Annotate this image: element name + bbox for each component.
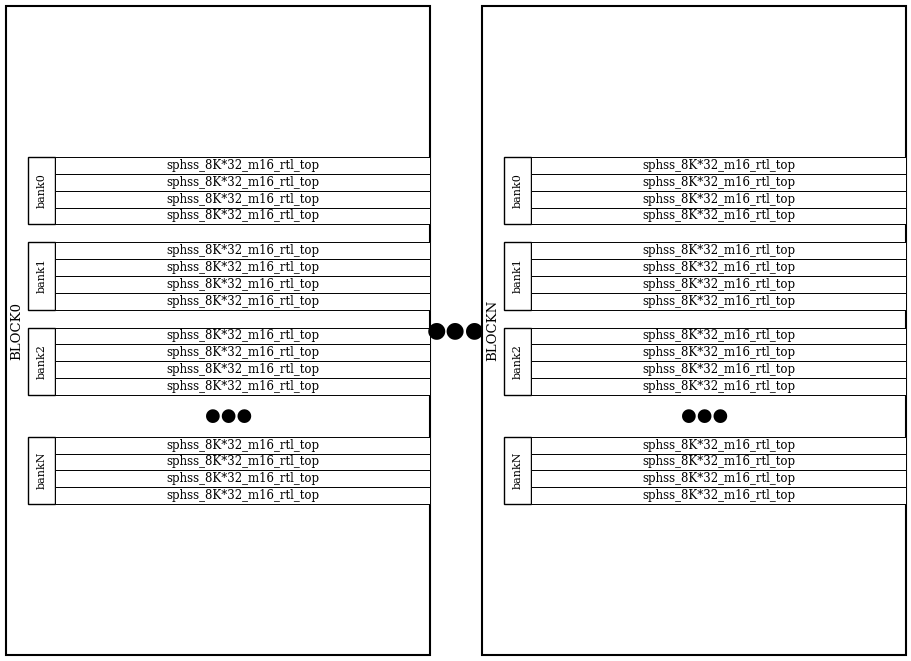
Bar [530,191,905,208]
Bar [55,344,429,361]
Text: sphss_8K*32_m16_rtl_top: sphss_8K*32_m16_rtl_top [641,489,794,502]
Text: sphss_8K*32_m16_rtl_top: sphss_8K*32_m16_rtl_top [641,472,794,485]
Text: sphss_8K*32_m16_rtl_top: sphss_8K*32_m16_rtl_top [166,329,319,342]
Text: sphss_8K*32_m16_rtl_top: sphss_8K*32_m16_rtl_top [641,455,794,469]
Bar [55,276,429,293]
Text: sphss_8K*32_m16_rtl_top: sphss_8K*32_m16_rtl_top [641,295,794,307]
Bar [55,378,429,395]
Text: sphss_8K*32_m16_rtl_top: sphss_8K*32_m16_rtl_top [166,176,319,189]
Text: sphss_8K*32_m16_rtl_top: sphss_8K*32_m16_rtl_top [641,210,794,222]
Text: bank0: bank0 [36,173,46,208]
Bar [530,344,905,361]
Text: sphss_8K*32_m16_rtl_top: sphss_8K*32_m16_rtl_top [641,380,794,393]
Bar [530,174,905,191]
Text: sphss_8K*32_m16_rtl_top: sphss_8K*32_m16_rtl_top [641,261,794,274]
Bar [530,378,905,395]
Text: sphss_8K*32_m16_rtl_top: sphss_8K*32_m16_rtl_top [641,439,794,451]
Bar [55,487,429,504]
Text: sphss_8K*32_m16_rtl_top: sphss_8K*32_m16_rtl_top [166,380,319,393]
Bar [28,243,55,309]
Bar [504,327,530,395]
Text: bankN: bankN [36,451,46,489]
Text: bank1: bank1 [512,258,522,293]
Text: ●●●: ●●● [205,407,252,425]
Text: bank2: bank2 [512,344,522,379]
Bar [530,243,905,259]
Bar [530,470,905,487]
Bar [530,487,905,504]
Bar [28,437,55,504]
Text: sphss_8K*32_m16_rtl_top: sphss_8K*32_m16_rtl_top [641,192,794,206]
Text: sphss_8K*32_m16_rtl_top: sphss_8K*32_m16_rtl_top [166,244,319,257]
Bar [482,6,905,655]
Bar [55,470,429,487]
Bar [55,293,429,309]
Bar [55,157,429,174]
Text: BLOCK0: BLOCK0 [11,301,24,360]
Text: sphss_8K*32_m16_rtl_top: sphss_8K*32_m16_rtl_top [166,192,319,206]
Bar [504,437,530,504]
Bar [55,208,429,224]
Bar [504,243,530,309]
Bar [530,437,905,453]
Text: sphss_8K*32_m16_rtl_top: sphss_8K*32_m16_rtl_top [641,363,794,376]
Text: sphss_8K*32_m16_rtl_top: sphss_8K*32_m16_rtl_top [166,439,319,451]
Bar [530,293,905,309]
Bar [530,259,905,276]
Bar [530,327,905,344]
Bar [55,327,429,344]
Bar [504,157,530,224]
Bar [55,437,429,453]
Text: sphss_8K*32_m16_rtl_top: sphss_8K*32_m16_rtl_top [641,159,794,172]
Text: sphss_8K*32_m16_rtl_top: sphss_8K*32_m16_rtl_top [166,295,319,307]
Bar [530,453,905,470]
Bar [530,157,905,174]
Bar [530,361,905,378]
Text: ●●●: ●●● [426,319,485,342]
Text: sphss_8K*32_m16_rtl_top: sphss_8K*32_m16_rtl_top [166,261,319,274]
Bar [55,259,429,276]
Bar [55,191,429,208]
Text: sphss_8K*32_m16_rtl_top: sphss_8K*32_m16_rtl_top [641,176,794,189]
Bar [530,276,905,293]
Bar [28,327,55,395]
Text: sphss_8K*32_m16_rtl_top: sphss_8K*32_m16_rtl_top [641,278,794,291]
Text: sphss_8K*32_m16_rtl_top: sphss_8K*32_m16_rtl_top [641,346,794,359]
Text: sphss_8K*32_m16_rtl_top: sphss_8K*32_m16_rtl_top [166,159,319,172]
Text: sphss_8K*32_m16_rtl_top: sphss_8K*32_m16_rtl_top [641,244,794,257]
Bar [55,243,429,259]
Text: bankN: bankN [512,451,522,489]
Bar [6,6,429,655]
Text: sphss_8K*32_m16_rtl_top: sphss_8K*32_m16_rtl_top [166,278,319,291]
Text: sphss_8K*32_m16_rtl_top: sphss_8K*32_m16_rtl_top [166,363,319,376]
Text: BLOCKN: BLOCKN [486,300,499,361]
Text: sphss_8K*32_m16_rtl_top: sphss_8K*32_m16_rtl_top [641,329,794,342]
Text: sphss_8K*32_m16_rtl_top: sphss_8K*32_m16_rtl_top [166,346,319,359]
Bar [55,361,429,378]
Text: ●●●: ●●● [681,407,728,425]
Text: bank1: bank1 [36,258,46,293]
Text: sphss_8K*32_m16_rtl_top: sphss_8K*32_m16_rtl_top [166,472,319,485]
Text: bank0: bank0 [512,173,522,208]
Text: bank2: bank2 [36,344,46,379]
Text: sphss_8K*32_m16_rtl_top: sphss_8K*32_m16_rtl_top [166,210,319,222]
Bar [530,208,905,224]
Bar [55,174,429,191]
Text: sphss_8K*32_m16_rtl_top: sphss_8K*32_m16_rtl_top [166,455,319,469]
Bar [28,157,55,224]
Bar [55,453,429,470]
Text: sphss_8K*32_m16_rtl_top: sphss_8K*32_m16_rtl_top [166,489,319,502]
